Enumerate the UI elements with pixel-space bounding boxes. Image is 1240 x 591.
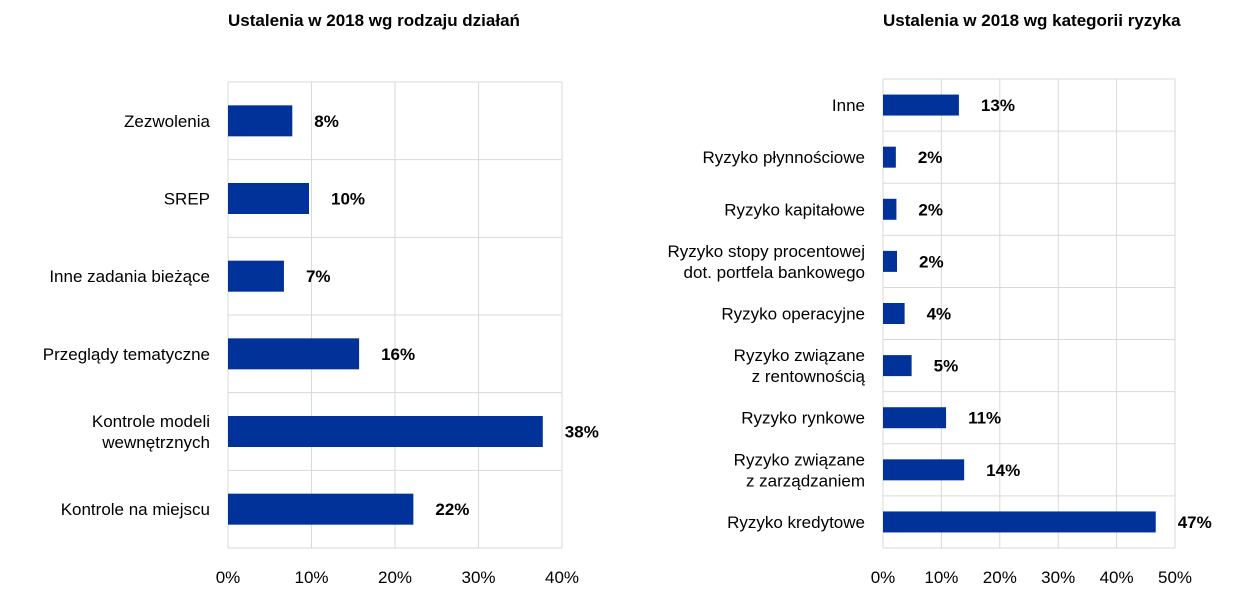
category-label-line-right-3-0: Ryzyko stopy procentowej — [668, 242, 865, 261]
bar-right-2 — [883, 198, 897, 220]
category-label-right-7: Ryzyko związane z zarządzaniem — [734, 450, 865, 490]
category-label-right-1: Ryzyko płynnościowe — [702, 148, 865, 167]
category-label-line-right-2-0: Ryzyko kapitałowe — [724, 200, 865, 219]
bar-right-3 — [883, 250, 898, 272]
category-label-right-6: Ryzyko rynkowe — [741, 409, 865, 428]
category-label-line-right-3-1: dot. portfela bankowego — [684, 263, 865, 282]
category-label-line-left-4-1: wewnętrznych — [101, 433, 210, 452]
data-label-right-8: 47% — [1178, 513, 1212, 532]
category-label-line-left-2-0: Inne zadania bieżące — [49, 267, 210, 286]
data-label-left-1: 10% — [331, 190, 365, 209]
tick-label-right-0: 0% — [871, 568, 896, 587]
tick-label-left-2: 20% — [378, 568, 412, 587]
bar-left-5 — [228, 493, 414, 525]
category-label-line-right-1-0: Ryzyko płynnościowe — [702, 148, 865, 167]
data-label-right-3: 2% — [919, 252, 944, 271]
tick-label-right-2: 20% — [983, 568, 1017, 587]
bar-right-4 — [883, 303, 905, 324]
bar-right-6 — [883, 407, 947, 429]
bar-right-1 — [883, 146, 896, 168]
category-label-line-left-1-0: SREP — [164, 190, 210, 209]
category-label-line-right-5-0: Ryzyko związane — [734, 346, 865, 365]
category-label-right-2: Ryzyko kapitałowe — [724, 200, 865, 219]
chart-title-right: Ustalenia w 2018 wg kategorii ryzyka — [883, 11, 1181, 30]
category-label-line-left-3-0: Przeglądy tematyczne — [43, 345, 210, 364]
category-label-right-0: Inne — [832, 96, 865, 115]
category-label-left-5: Kontrole na miejscu — [61, 500, 210, 519]
category-label-left-2: Inne zadania bieżące — [49, 267, 210, 286]
bar-right-7 — [883, 459, 965, 481]
category-label-left-0: Zezwolenia — [124, 112, 211, 131]
category-label-right-5: Ryzyko związane z rentownością — [734, 346, 866, 386]
category-label-line-right-0-0: Inne — [832, 96, 865, 115]
category-label-left-4: Kontrole modeli wewnętrznych — [92, 412, 210, 452]
tick-label-right-1: 10% — [924, 568, 958, 587]
data-label-left-0: 8% — [314, 112, 339, 131]
category-label-left-3: Przeglądy tematyczne — [43, 345, 210, 364]
bar-right-8 — [883, 511, 1156, 533]
chart-left: 0% 10% 20% 30% 40% Zezwolenia 8% SREP 10% Inne za… — [43, 81, 599, 587]
category-label-right-4: Ryzyko operacyjne — [721, 305, 865, 324]
tick-label-left-1: 10% — [294, 568, 328, 587]
category-label-right-3: Ryzyko stopy procentowej dot. portfela ba… — [668, 242, 865, 282]
chart-title-left: Ustalenia w 2018 wg rodzaju działań — [228, 11, 520, 30]
category-label-line-right-8-0: Ryzyko kredytowe — [727, 513, 865, 532]
tick-label-right-3: 30% — [1041, 568, 1075, 587]
tick-label-left-4: 40% — [545, 568, 579, 587]
data-label-right-2: 2% — [918, 200, 943, 219]
category-label-line-right-6-0: Ryzyko rynkowe — [741, 409, 865, 428]
data-label-right-0: 13% — [981, 96, 1015, 115]
bar-left-1 — [228, 183, 309, 214]
category-label-line-right-7-0: Ryzyko związane — [734, 450, 865, 469]
tick-label-left-3: 30% — [461, 568, 495, 587]
data-label-right-7: 14% — [986, 461, 1020, 480]
category-label-right-8: Ryzyko kredytowe — [727, 513, 865, 532]
tick-label-left-0: 0% — [216, 568, 241, 587]
data-label-left-2: 7% — [306, 267, 331, 286]
data-label-left-5: 22% — [435, 500, 469, 519]
bar-right-0 — [883, 94, 959, 116]
bar-left-0 — [228, 105, 293, 137]
data-label-left-4: 38% — [565, 423, 599, 442]
category-label-line-left-5-0: Kontrole na miejscu — [61, 500, 210, 519]
data-label-left-3: 16% — [381, 345, 415, 364]
category-label-line-right-5-1: z rentownością — [752, 367, 866, 386]
tick-label-right-5: 50% — [1158, 568, 1192, 587]
data-label-right-4: 4% — [927, 305, 952, 324]
bar-left-4 — [228, 416, 543, 447]
chart-right: 0% 10% 20% 30% 40% 50% Inne 13% Ryzyko płynności… — [668, 78, 1212, 587]
bar-left-3 — [228, 338, 360, 370]
category-label-line-right-4-0: Ryzyko operacyjne — [721, 305, 865, 324]
data-label-right-5: 5% — [934, 357, 959, 376]
tick-label-right-4: 40% — [1100, 568, 1134, 587]
bar-right-5 — [883, 355, 912, 377]
data-label-right-1: 2% — [918, 148, 943, 167]
bar-left-2 — [228, 260, 284, 292]
category-label-line-right-7-1: z zarządzaniem — [746, 471, 865, 490]
data-label-right-6: 11% — [968, 409, 1001, 428]
category-label-left-1: SREP — [164, 190, 210, 209]
category-label-line-left-4-0: Kontrole modeli — [92, 412, 210, 431]
category-label-line-left-0-0: Zezwolenia — [124, 112, 211, 131]
